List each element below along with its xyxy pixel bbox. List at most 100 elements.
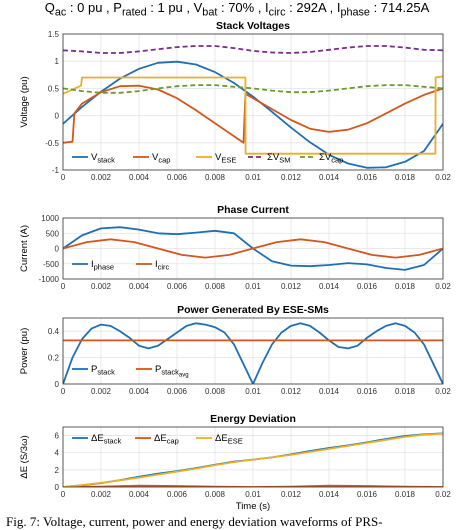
x-axis-label: Time (s)	[236, 501, 270, 512]
header-ip-val: : 714.25A	[369, 0, 430, 15]
x-tick-label: 0.014	[319, 490, 340, 499]
x-tick-label: 0.016	[357, 173, 378, 182]
y-tick-label: 0.4	[48, 327, 60, 336]
chart-title: Stack Voltages	[216, 20, 290, 32]
chart-title: Power Generated By ESE-SMs	[177, 304, 329, 316]
y-tick-label: -1	[52, 166, 60, 175]
y-tick-label: 2	[55, 466, 60, 475]
x-tick-label: 0.002	[91, 387, 112, 396]
x-tick-label: 0.002	[91, 490, 112, 499]
series-line-stack	[63, 60, 443, 169]
chart-panel-2: Power Generated By ESE-SMs 0 0.002 0.004 0.0…	[19, 304, 451, 396]
legend-entry: ΔEstack	[91, 433, 121, 446]
series-line-cap	[63, 84, 443, 144]
y-tick-label: 0	[55, 245, 60, 254]
y-tick-label: 500	[46, 229, 60, 238]
legend-entry: VESE	[215, 152, 236, 165]
y-tick-label: 1.5	[48, 30, 60, 39]
y-axis-label: Current (A)	[19, 225, 30, 272]
legend-entry: Pstackavg	[155, 364, 189, 379]
y-tick-label: -500	[43, 260, 60, 269]
y-tick-label: -0.5	[45, 139, 59, 148]
x-tick-label: 0.006	[167, 282, 188, 291]
x-tick-label: 0.016	[357, 387, 378, 396]
series-line-ESE	[63, 75, 443, 155]
x-tick-label: 0.012	[281, 490, 302, 499]
chart-panel-1: Phase Current 0 0.002 0.004 0.006 0.008 0.01 0.…	[19, 204, 451, 291]
x-tick-label: 0.016	[357, 490, 378, 499]
header-v-val: : 70% , I	[217, 0, 269, 15]
y-axis-label: ΔE (S/3ω)	[19, 435, 30, 478]
legend-entry: ΣVcap	[319, 152, 343, 165]
y-tick-label: -1000	[39, 275, 60, 284]
y-tick-label: 4	[55, 449, 60, 458]
x-tick-label: 0	[61, 282, 66, 291]
legend-entry: Iphase	[91, 259, 114, 272]
y-axis-label: Power (pu)	[19, 328, 30, 374]
x-tick-label: 0.012	[281, 387, 302, 396]
x-tick-label: 0.008	[205, 387, 226, 396]
x-tick-label: 0.006	[167, 490, 188, 499]
series-line-cap	[63, 484, 443, 487]
series-line-ESE	[63, 432, 443, 487]
y-tick-label: 0	[55, 483, 60, 492]
axes-box	[62, 33, 444, 171]
header-q: Q	[44, 0, 55, 15]
x-tick-label: 0.018	[395, 490, 416, 499]
series-group	[63, 322, 443, 384]
legend-entry: Vcap	[152, 152, 170, 165]
legend-entry: Vstack	[91, 152, 115, 165]
x-tick-label: 0.008	[205, 173, 226, 182]
legend-entry: Pstack	[91, 364, 115, 377]
x-tick-label: 0.014	[319, 173, 340, 182]
series-line-stack	[63, 322, 443, 384]
axes-box	[62, 317, 444, 385]
header-ip-sub: phase	[340, 6, 370, 19]
header-q-val: : 0 pu , P	[66, 0, 122, 15]
legend-entry: ΔEcap	[154, 433, 179, 446]
x-tick-label: 0.01	[245, 173, 261, 182]
y-axis-label: Voltage (pu)	[19, 76, 30, 127]
x-tick-label: 0.01	[245, 282, 261, 291]
x-tick-label: 0.002	[91, 173, 112, 182]
x-tick-label: 0.008	[205, 282, 226, 291]
header-q-sub: ac	[54, 6, 67, 19]
figure-caption: Fig. 7: Voltage, current, power and ener…	[6, 514, 383, 529]
x-tick-label: 0.006	[167, 173, 188, 182]
x-tick-label: 0.014	[319, 282, 340, 291]
x-tick-label: 0.002	[91, 282, 112, 291]
x-tick-label: 0.012	[281, 282, 302, 291]
x-tick-label: 0.018	[395, 387, 416, 396]
header-v-sub: bat	[202, 6, 218, 19]
y-tick-label: 0	[55, 380, 60, 389]
x-tick-label: 0.018	[395, 173, 416, 182]
x-tick-label: 0.012	[281, 173, 302, 182]
axes-box	[62, 217, 444, 280]
x-tick-label: 0.02	[435, 173, 451, 182]
x-tick-label: 0.018	[395, 282, 416, 291]
series-group	[63, 226, 443, 271]
x-tick-label: 0	[61, 173, 66, 182]
figure-header: Qac : 0 pu , Prated : 1 pu , Vbat : 70% …	[0, 0, 474, 19]
y-tick-label: 1000	[41, 214, 59, 223]
y-tick-label: 0	[55, 112, 60, 121]
legend-entry: ΣVSM	[267, 152, 290, 165]
series-group	[63, 432, 443, 487]
y-tick-label: 0.2	[48, 354, 60, 363]
x-tick-label: 0.004	[129, 387, 150, 396]
y-tick-label: 6	[55, 432, 60, 441]
x-tick-label: 0	[61, 490, 66, 499]
header-i-val: : 292A , I	[285, 0, 341, 15]
legend-entry: ΔEESE	[215, 433, 243, 446]
series-line-circ	[63, 238, 443, 259]
header-i-sub: circ	[268, 6, 286, 19]
x-tick-label: 0.004	[129, 282, 150, 291]
axes-box	[62, 426, 444, 488]
chart-panel-0: Stack Voltages 0 0.002 0.004 0.006 0.008 0.01 0…	[19, 20, 451, 182]
x-tick-label: 0.01	[245, 387, 261, 396]
series-group	[63, 45, 443, 169]
header-p-val: : 1 pu , V	[146, 0, 203, 15]
x-tick-label: 0	[61, 387, 66, 396]
legend-entry: Icirc	[155, 259, 170, 272]
